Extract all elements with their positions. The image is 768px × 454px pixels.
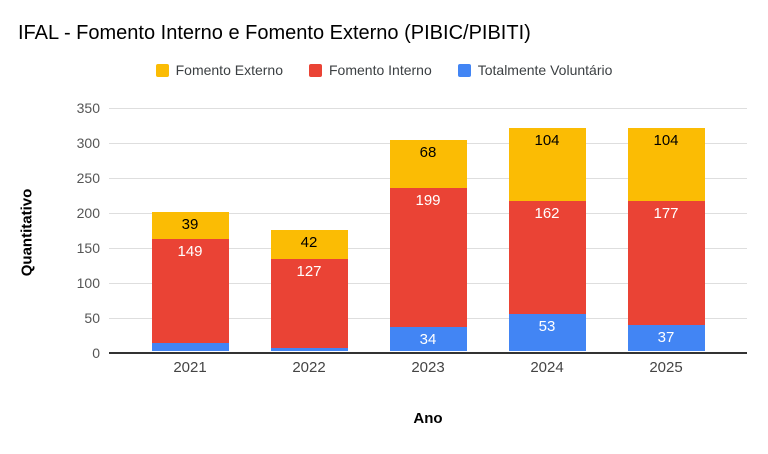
bar-segment-fomento-externo[interactable]: 68 xyxy=(389,140,467,188)
y-tick-label: 0 xyxy=(92,345,100,361)
segment-value-label: 127 xyxy=(296,263,322,281)
legend-item[interactable]: Totalmente Voluntário xyxy=(457,62,613,78)
y-tick-label: 100 xyxy=(76,275,100,291)
bar-segment-fomento-externo[interactable]: 104 xyxy=(508,127,586,201)
x-axis-title: Ano xyxy=(413,410,443,427)
bar-2023[interactable]: 34 199 68 xyxy=(389,140,467,351)
bar-segment-totalmente-volunt-rio[interactable]: 53 xyxy=(508,313,586,351)
y-tick-label: 150 xyxy=(76,240,100,256)
segment-value-label: 39 xyxy=(181,215,199,233)
legend-swatch-icon xyxy=(309,63,322,77)
bar-segment-fomento-externo[interactable]: 42 xyxy=(270,229,348,260)
segment-value-label: 34 xyxy=(419,331,437,349)
y-tick-label: 50 xyxy=(84,310,100,326)
bar-segment-totalmente-volunt-rio[interactable]: 37 xyxy=(627,325,705,351)
legend-item[interactable]: Fomento Externo xyxy=(155,62,283,78)
bar-segment-totalmente-volunt-rio[interactable] xyxy=(151,343,229,351)
x-tick-label: 2021 xyxy=(173,359,207,376)
legend-swatch-icon xyxy=(155,63,169,77)
segment-value-label: 177 xyxy=(653,205,679,223)
y-tick-label: 350 xyxy=(76,100,100,116)
segment-value-label: 42 xyxy=(300,233,318,251)
chart-title: IFAL - Fomento Interno e Fomento Externo… xyxy=(18,22,531,44)
segment-value-label: 104 xyxy=(534,131,560,149)
y-tick-label: 200 xyxy=(76,205,100,221)
y-tick-label: 300 xyxy=(76,135,100,151)
x-tick-label: 2022 xyxy=(292,359,326,376)
segment-value-label: 53 xyxy=(538,317,556,335)
bar-segment-fomento-interno[interactable]: 149 xyxy=(151,239,229,344)
gridline xyxy=(109,108,747,109)
bar-2022[interactable]: 412742 xyxy=(270,229,348,351)
x-tick-label: 2025 xyxy=(649,359,683,376)
x-tick-label: 2024 xyxy=(530,359,564,376)
bar-segment-fomento-externo[interactable]: 104 xyxy=(627,128,705,202)
y-tick-label: 250 xyxy=(76,170,100,186)
bar-segment-fomento-interno[interactable]: 127 xyxy=(270,259,348,349)
bar-segment-totalmente-volunt-rio[interactable] xyxy=(270,348,348,351)
plot-area: 111493941274234199685316210437177104 xyxy=(109,108,747,354)
legend: Fomento Externo Fomento Interno Totalmente… xyxy=(0,62,768,78)
bar-segment-fomento-interno[interactable]: 162 xyxy=(508,200,586,314)
bar-segment-fomento-externo[interactable]: 39 xyxy=(151,211,229,240)
legend-item[interactable]: Fomento Interno xyxy=(309,62,432,78)
y-axis-title: Quantitativo xyxy=(18,188,36,277)
bar-segment-totalmente-volunt-rio[interactable]: 34 xyxy=(389,327,467,351)
legend-item-label: Totalmente Voluntário xyxy=(477,62,613,78)
bar-2021[interactable]: 1114939 xyxy=(151,211,229,351)
segment-value-label: 149 xyxy=(177,243,203,261)
legend-item-label: Fomento Interno xyxy=(329,62,432,78)
segment-value-label: 162 xyxy=(534,204,560,222)
legend-swatch-icon xyxy=(457,63,471,77)
bar-2025[interactable]: 37 177 104 xyxy=(627,128,705,351)
x-tick-label: 2023 xyxy=(411,359,445,376)
bar-2024[interactable]: 53 162 104 xyxy=(508,127,586,351)
bar-segment-fomento-interno[interactable]: 177 xyxy=(627,201,705,326)
segment-value-label: 104 xyxy=(653,132,679,150)
legend-item-label: Fomento Externo xyxy=(175,62,283,78)
segment-value-label: 199 xyxy=(415,191,441,209)
segment-value-label: 68 xyxy=(419,144,437,162)
segment-value-label: 37 xyxy=(657,329,675,347)
bar-segment-fomento-interno[interactable]: 199 xyxy=(389,187,467,328)
x-axis-baseline xyxy=(109,352,747,354)
